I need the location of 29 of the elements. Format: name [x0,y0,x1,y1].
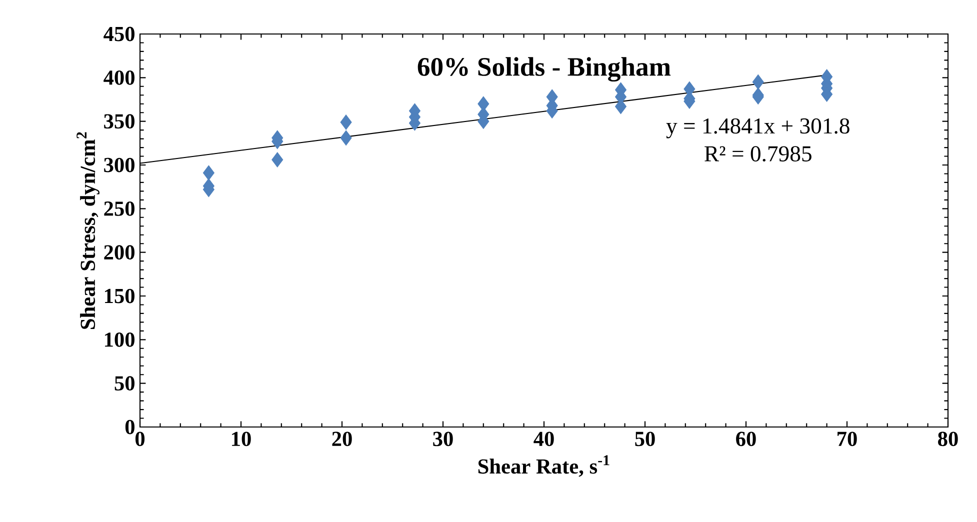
x-tick-label: 10 [232,432,251,446]
y-tick-label: 0 [125,420,134,434]
annotation: R² = 0.7985 [704,146,812,162]
annotation: y = 1.4841x + 301.8 [666,118,850,138]
y-axis-title: Shear Stress, dyn/cm$^{2}$ [76,132,100,329]
point [340,130,352,146]
x-tick-label: 60 [736,432,756,446]
x-tick-label: 70 [838,432,857,446]
y-tick-label: 100 [105,332,134,347]
point [272,152,284,168]
point [752,74,764,90]
x-tick-label: 80 [938,432,958,446]
y-tick-label: 400 [104,70,134,85]
x-tick-label: 40 [534,432,554,446]
text: 60% Solids - Bingham [418,57,671,82]
x-tick-label: 30 [433,432,453,446]
x-tick-label: 0 [135,432,145,446]
y-tick-label: 200 [104,245,134,260]
y-tick-label: 150 [105,288,134,304]
x-axis-title: Shear Rate, s$^{-1}$ [478,455,610,477]
y-tick-label: 350 [104,114,134,129]
x-tick-label: 20 [332,432,352,446]
y-tick-label: 250 [104,201,134,216]
point [202,165,214,180]
y-tick-label: 50 [114,376,134,391]
x-tick-label: 50 [635,432,655,446]
y-tick-label: 300 [104,158,134,172]
y-tick-label: 450 [104,26,134,42]
point [340,114,352,130]
